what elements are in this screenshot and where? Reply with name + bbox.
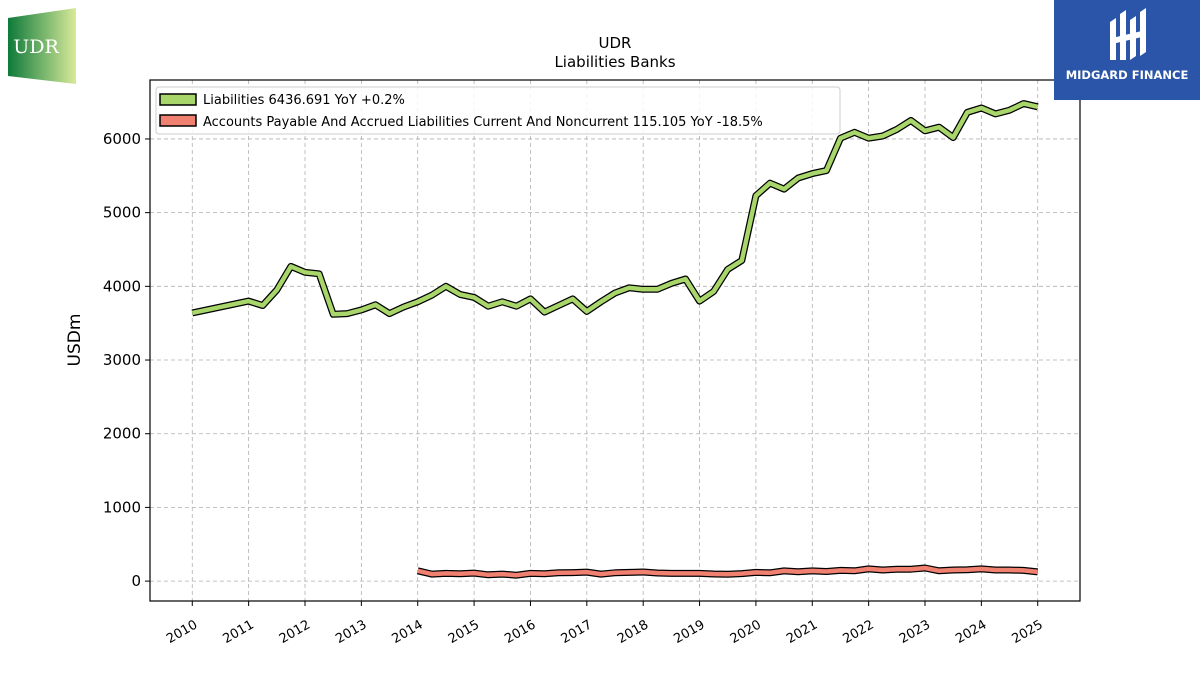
x-tick-label: 2017 bbox=[559, 617, 595, 647]
x-tick-label: 2016 bbox=[502, 617, 538, 647]
y-tick-label: 2000 bbox=[103, 425, 141, 443]
grid-lines bbox=[150, 80, 1080, 601]
series-line-accounts-payable bbox=[417, 565, 1038, 578]
x-tick-label: 2011 bbox=[220, 617, 256, 647]
publisher-name: MIDGARD FINANCE bbox=[1065, 68, 1189, 82]
legend: Liabilities 6436.691 YoY +0.2% Accounts … bbox=[155, 86, 841, 135]
company-logo: UDR bbox=[8, 8, 76, 84]
x-tick-label: 2022 bbox=[840, 617, 876, 647]
publisher-logo: MIDGARD FINANCE bbox=[1054, 0, 1200, 100]
x-tick-label: 2025 bbox=[1010, 617, 1046, 647]
x-tick-label: 2020 bbox=[728, 617, 764, 647]
x-tick-label: 2015 bbox=[446, 617, 482, 647]
legend-swatch-liabilities bbox=[159, 93, 197, 106]
company-logo-text: UDR bbox=[13, 36, 59, 58]
x-tick-label: 2019 bbox=[671, 617, 707, 647]
series-lines bbox=[191, 100, 1039, 579]
x-tick-label: 2023 bbox=[897, 617, 933, 647]
chart-subtitle: Liabilities Banks bbox=[554, 53, 675, 71]
y-tick-label: 5000 bbox=[103, 204, 141, 222]
legend-label-liabilities: Liabilities 6436.691 YoY +0.2% bbox=[203, 93, 405, 108]
x-tick-label: 2010 bbox=[164, 617, 200, 647]
y-tick-label: 0 bbox=[131, 572, 141, 590]
plot-frame bbox=[149, 79, 1081, 602]
publisher-logo-mark bbox=[1110, 8, 1146, 60]
company-logo-graphic: UDR bbox=[8, 8, 76, 84]
y-tick-label: 3000 bbox=[103, 351, 141, 369]
series-outline-liabilities bbox=[191, 100, 1039, 318]
x-tick-label: 2013 bbox=[333, 617, 369, 647]
y-tick-label: 4000 bbox=[103, 277, 141, 295]
legend-box bbox=[155, 86, 841, 135]
legend-swatch-accounts-payable bbox=[159, 114, 197, 127]
x-tick-label: 2012 bbox=[277, 617, 313, 647]
chart-title: UDR bbox=[599, 34, 632, 52]
y-tick-label: 1000 bbox=[103, 498, 141, 516]
legend-label-accounts-payable: Accounts Payable And Accrued Liabilities… bbox=[203, 115, 763, 130]
x-tick-label: 2021 bbox=[784, 617, 820, 647]
x-tick-label: 2024 bbox=[953, 617, 989, 647]
y-tick-label: 6000 bbox=[103, 130, 141, 148]
y-axis-label: USDm bbox=[65, 314, 85, 367]
series-line-liabilities bbox=[191, 101, 1039, 317]
x-tick-label: 2018 bbox=[615, 617, 651, 647]
x-tick-label: 2014 bbox=[390, 617, 426, 647]
